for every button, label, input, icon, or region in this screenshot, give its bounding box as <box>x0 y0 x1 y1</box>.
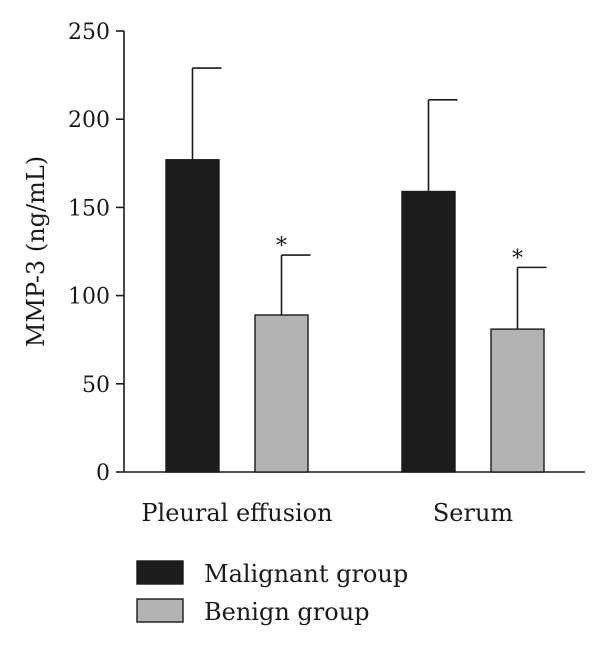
axes: 0 50 100 150 200 250 MMP-3 (ng/mL) Pleural effu… <box>22 20 585 527</box>
y-tick-label: 50 <box>82 373 110 398</box>
bar-benign-group-0 <box>254 314 309 473</box>
x-category-label: Pleural effusion <box>141 499 332 527</box>
x-category-label: Serum <box>433 499 514 527</box>
legend-swatch <box>136 560 184 585</box>
y-tick-label: 200 <box>68 108 110 133</box>
y-tick-label: 150 <box>68 196 110 221</box>
legend-label: Malignant group <box>204 560 408 588</box>
y-tick-label: 250 <box>68 20 110 45</box>
legend-swatch <box>136 598 184 623</box>
significance-marker: * <box>512 246 523 271</box>
bar-malignant-group-0 <box>165 159 220 473</box>
legend-label: Benign group <box>204 598 370 626</box>
bar-malignant-group-1 <box>401 190 456 473</box>
bar-benign-group-1 <box>490 328 545 473</box>
y-tick-label: 0 <box>96 461 110 486</box>
y-axis-title: MMP-3 (ng/mL) <box>22 156 50 347</box>
significance-marker: * <box>276 234 287 259</box>
y-tick-label: 100 <box>68 285 110 310</box>
legend: Malignant group Benign group <box>136 560 408 626</box>
bars: * * <box>165 67 547 473</box>
